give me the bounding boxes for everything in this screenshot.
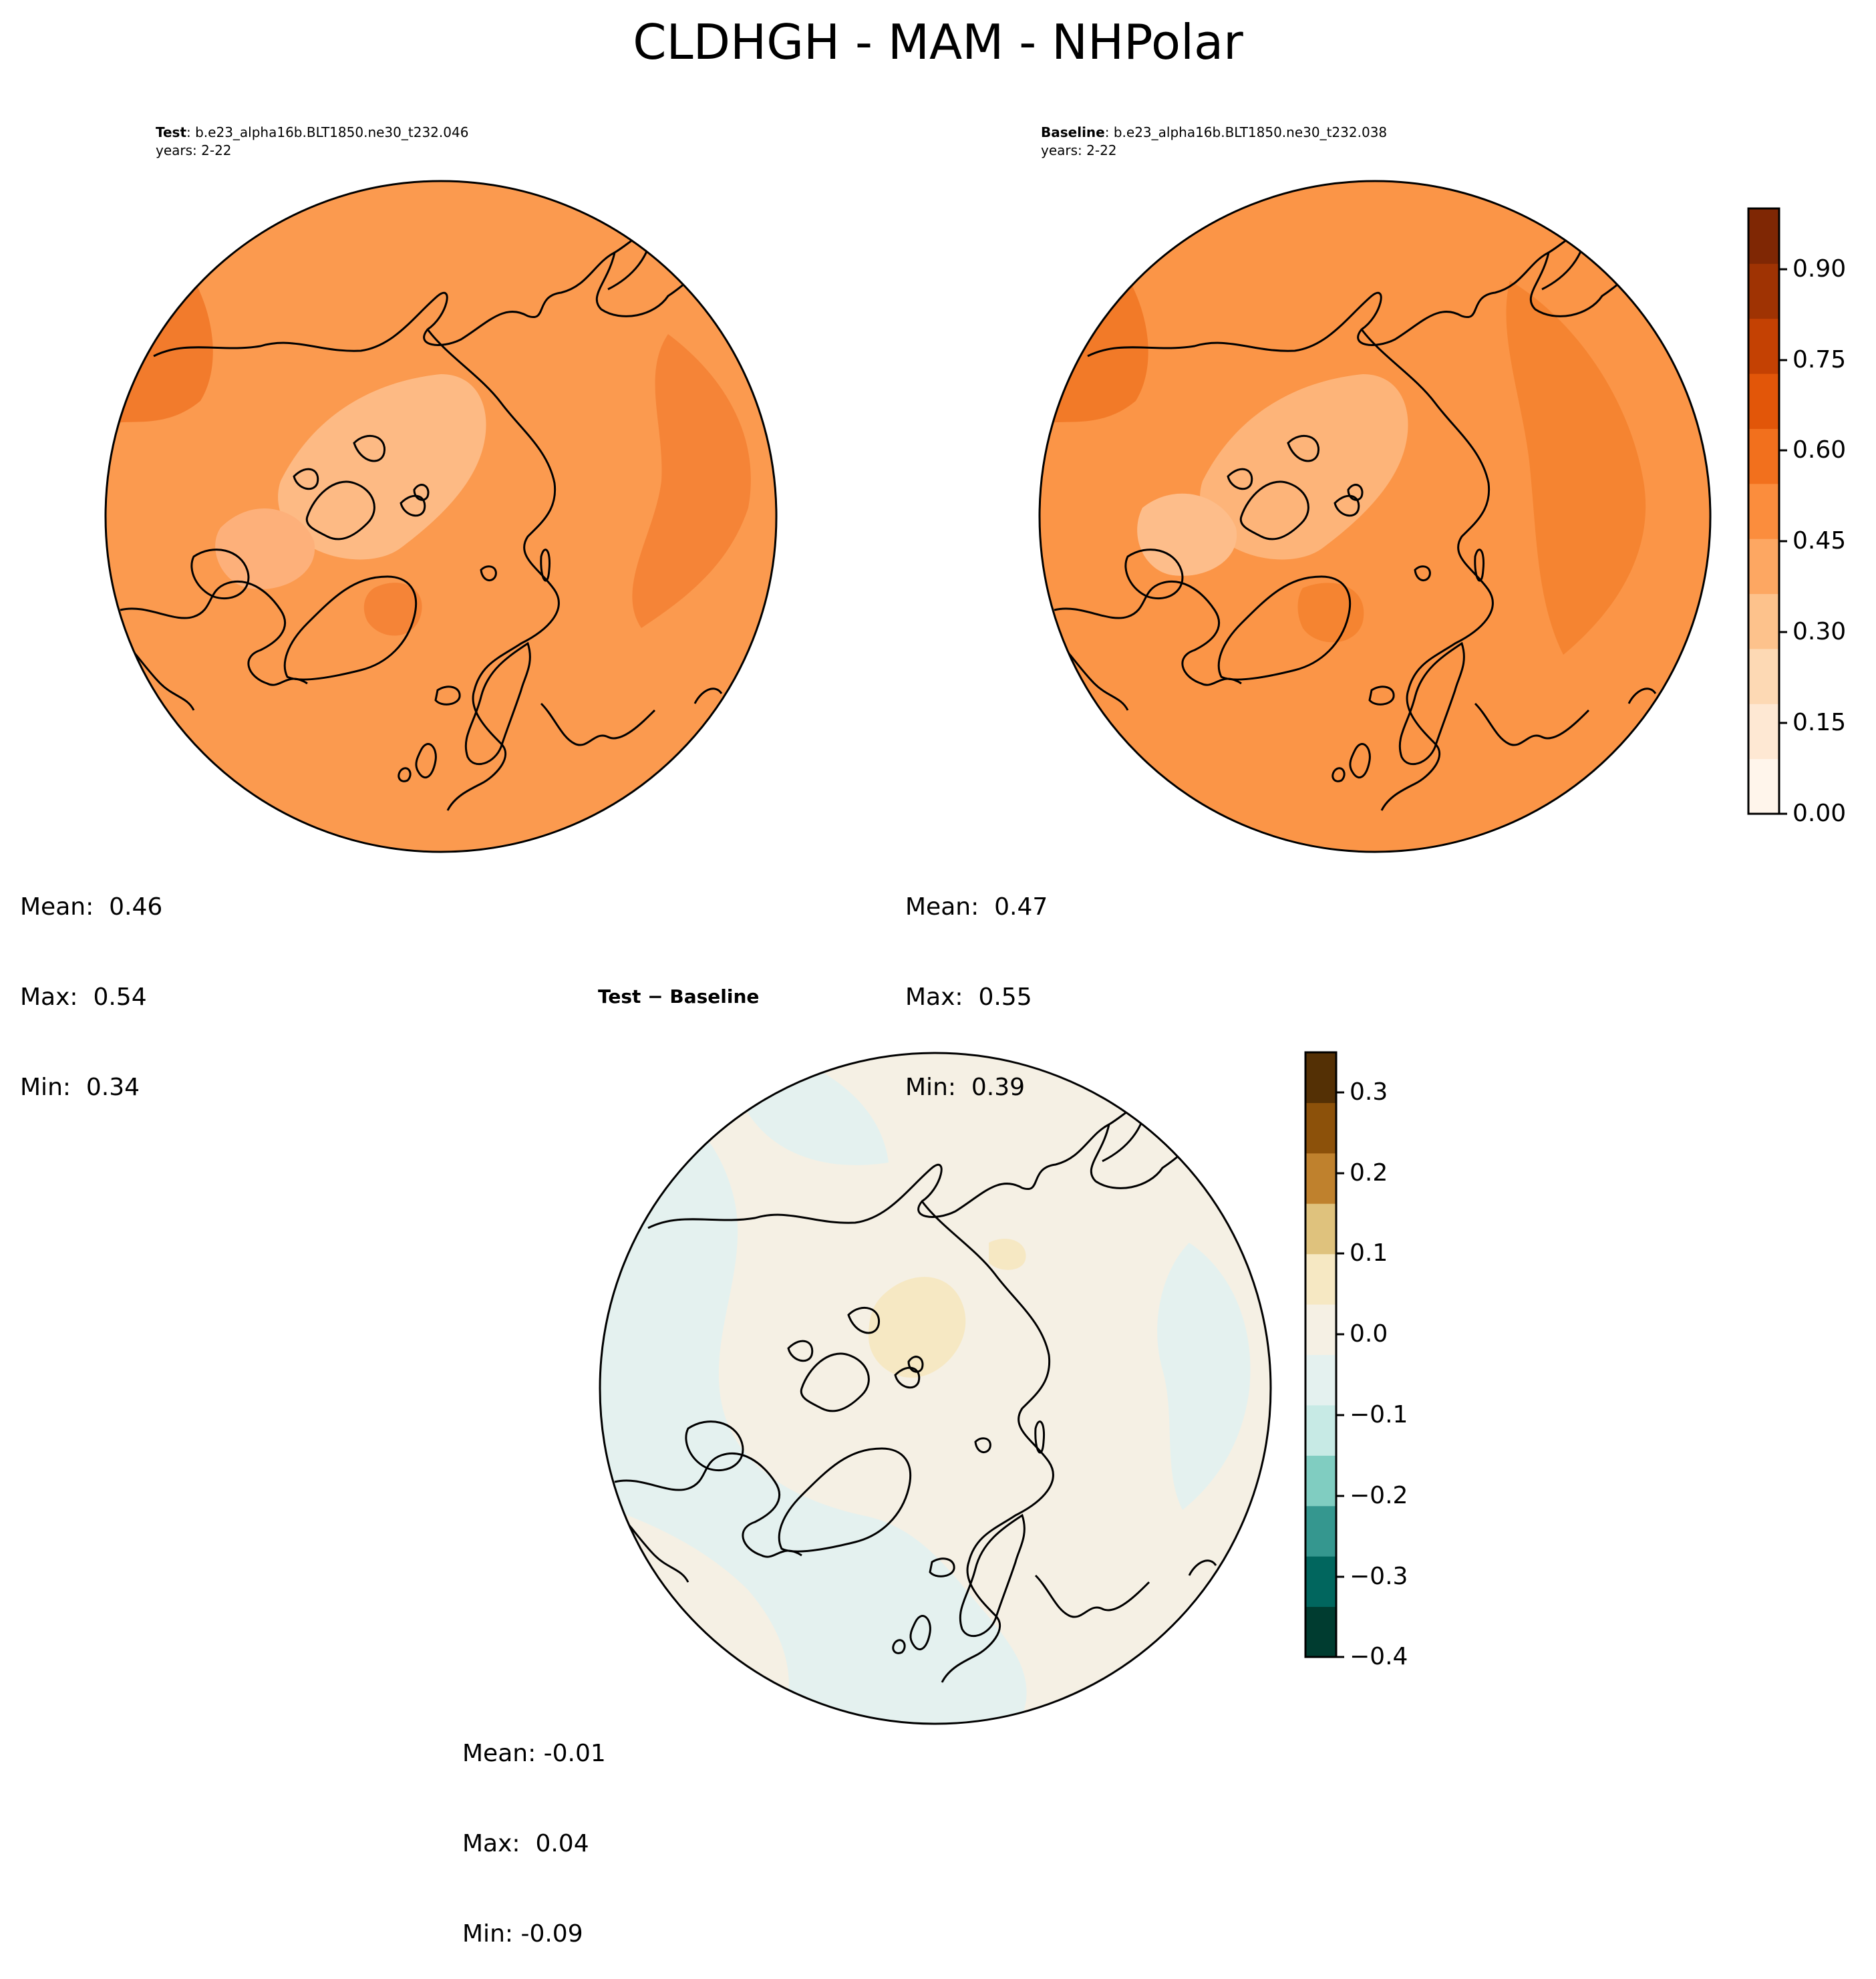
colorbar-tick-label: 0.00: [1792, 800, 1847, 827]
colorbar-tick-label: −0.1: [1350, 1401, 1408, 1428]
colorbar-tick-label: 0.0: [1350, 1320, 1388, 1348]
colorbar-segment: [1305, 1404, 1336, 1456]
test-max: Max: 0.54: [20, 983, 147, 1011]
colorbar-segment: [1748, 539, 1779, 595]
figure-title: CLDHGH - MAM - NHPolar: [633, 14, 1243, 70]
test-map-dark-region-east: [632, 334, 751, 628]
test-min: Min: 0.34: [20, 1074, 140, 1101]
test-map-light-region-2: [215, 508, 315, 589]
colorbar-frame: [1304, 1051, 1338, 1658]
colorbar-tick-label: 0.1: [1350, 1239, 1388, 1267]
diff-colorbar: [1304, 1051, 1344, 1658]
colorbar-tick-label: 0.90: [1792, 255, 1847, 283]
colorbar-segment: [1305, 1102, 1336, 1154]
diff-min: Min: -0.09: [462, 1920, 583, 1948]
colorbar-segment: [1748, 483, 1779, 539]
diff-panel-title: Test − Baseline: [598, 985, 760, 1008]
baseline-map-dark-spot: [1297, 583, 1364, 643]
colorbar-tick-label: 0.45: [1792, 527, 1847, 555]
colorbar-tick-label: 0.75: [1792, 346, 1847, 373]
diff-map-yellow-center: [869, 1277, 966, 1378]
diff-map: [599, 1052, 1272, 1725]
figure-canvas: [104, 180, 1787, 1725]
colorbar-tick-label: −0.4: [1350, 1643, 1408, 1670]
test-map-dark-region: [106, 200, 213, 428]
colorbar-segment: [1305, 1052, 1336, 1103]
colorbar-segment: [1305, 1505, 1336, 1557]
diff-map-teal-east: [1157, 1243, 1251, 1510]
colorbar-tick-label: 0.60: [1792, 436, 1847, 464]
baseline-min: Min: 0.39: [905, 1074, 1026, 1101]
colorbar-segment: [1305, 1455, 1336, 1507]
colorbar-segment: [1305, 1304, 1336, 1355]
main-colorbar: [1747, 207, 1787, 815]
colorbar-segment: [1748, 208, 1779, 264]
baseline-map-light-region-2: [1137, 493, 1237, 576]
colorbar-tick-label: 0.15: [1792, 709, 1847, 736]
baseline-panel-title: Baseline: b.e23_alpha16b.BLT1850.ne30_t2…: [1041, 124, 1387, 141]
colorbar-segment: [1748, 263, 1779, 319]
colorbar-segment: [1748, 704, 1779, 760]
test-panel-title: Test: b.e23_alpha16b.BLT1850.ne30_t232.0…: [156, 124, 468, 141]
baseline-case-name: : b.e23_alpha16b.BLT1850.ne30_t232.038: [1104, 124, 1388, 140]
colorbar-segment: [1305, 1203, 1336, 1255]
colorbar-tick-label: 0.3: [1350, 1078, 1388, 1106]
colorbar-segment: [1748, 648, 1779, 704]
baseline-label: Baseline: [1041, 124, 1105, 140]
colorbar-frame: [1747, 207, 1780, 815]
colorbar-tick-label: 0.2: [1350, 1159, 1388, 1187]
colorbar-segment: [1305, 1153, 1336, 1204]
colorbar-segment: [1748, 373, 1779, 429]
colorbar-segment: [1748, 758, 1779, 814]
colorbar-tick-label: 0.30: [1792, 618, 1847, 645]
test-map-boundary: [104, 180, 778, 853]
colorbar-segment: [1748, 318, 1779, 374]
colorbar-segment: [1748, 428, 1779, 484]
colorbar-segment: [1305, 1556, 1336, 1608]
test-years: years: 2-22: [156, 142, 232, 158]
colorbar-segment: [1305, 1606, 1336, 1658]
colorbar-segment: [1305, 1354, 1336, 1406]
colorbar-tick-label: −0.2: [1350, 1482, 1408, 1509]
baseline-map-dark-region-east: [1506, 281, 1646, 655]
colorbar-segment: [1305, 1253, 1336, 1305]
baseline-map-boundary: [1038, 180, 1712, 853]
test-map-dark-spot: [363, 583, 422, 636]
test-map: [104, 180, 778, 853]
diff-map-boundary: [599, 1052, 1272, 1725]
colorbar-tick-label: −0.3: [1350, 1563, 1408, 1590]
diff-max: Max: 0.04: [462, 1830, 589, 1857]
baseline-years: years: 2-22: [1041, 142, 1117, 158]
test-case-name: : b.e23_alpha16b.BLT1850.ne30_t232.046: [186, 124, 469, 140]
test-map-light-region: [278, 374, 486, 560]
baseline-max: Max: 0.55: [905, 983, 1032, 1011]
baseline-stats: Mean: 0.47 Max: 0.55 Min: 0.39: [905, 832, 1048, 1132]
test-mean: Mean: 0.46: [20, 893, 163, 921]
test-stats: Mean: 0.46 Max: 0.54 Min: 0.34: [20, 832, 162, 1132]
colorbar-segment: [1748, 593, 1779, 649]
diff-stats: Mean: -0.01 Max: 0.04 Min: -0.09: [462, 1678, 606, 1979]
test-label: Test: [156, 124, 187, 140]
baseline-mean: Mean: 0.47: [905, 893, 1048, 921]
baseline-map-dark-region: [1040, 200, 1148, 428]
baseline-map: [1038, 180, 1712, 853]
diff-mean: Mean: -0.01: [462, 1740, 606, 1767]
diff-map-yellow-spot: [989, 1239, 1026, 1270]
